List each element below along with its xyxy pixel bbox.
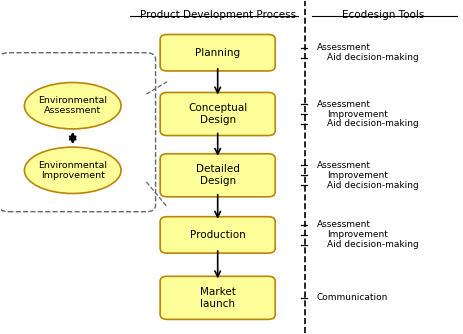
FancyBboxPatch shape: [160, 34, 275, 71]
Text: Environmental
Improvement: Environmental Improvement: [38, 161, 107, 180]
Text: Aid decision-making: Aid decision-making: [327, 120, 419, 129]
Text: Environmental
Assessment: Environmental Assessment: [38, 96, 107, 116]
Text: Improvement: Improvement: [327, 230, 388, 239]
FancyBboxPatch shape: [160, 154, 275, 197]
Text: Assessment: Assessment: [317, 43, 371, 52]
FancyBboxPatch shape: [160, 276, 275, 319]
Text: Improvement: Improvement: [327, 110, 388, 119]
Text: Aid decision-making: Aid decision-making: [327, 53, 419, 62]
Ellipse shape: [25, 82, 121, 129]
Text: Product Development Process: Product Development Process: [140, 10, 296, 20]
Text: Planning: Planning: [195, 48, 240, 58]
Ellipse shape: [25, 147, 121, 193]
Text: Assessment: Assessment: [317, 161, 371, 170]
Text: Detailed
Design: Detailed Design: [196, 164, 240, 186]
FancyBboxPatch shape: [160, 93, 275, 136]
Text: Aid decision-making: Aid decision-making: [327, 181, 419, 190]
Text: Conceptual
Design: Conceptual Design: [188, 103, 247, 125]
Text: Assessment: Assessment: [317, 100, 371, 109]
Text: Market
launch: Market launch: [200, 287, 236, 309]
Text: Aid decision-making: Aid decision-making: [327, 240, 419, 249]
Text: Communication: Communication: [317, 293, 388, 302]
Text: Ecodesign Tools: Ecodesign Tools: [342, 10, 425, 20]
Text: Production: Production: [190, 230, 245, 240]
FancyBboxPatch shape: [160, 217, 275, 253]
Text: Assessment: Assessment: [317, 220, 371, 229]
Text: Improvement: Improvement: [327, 171, 388, 180]
